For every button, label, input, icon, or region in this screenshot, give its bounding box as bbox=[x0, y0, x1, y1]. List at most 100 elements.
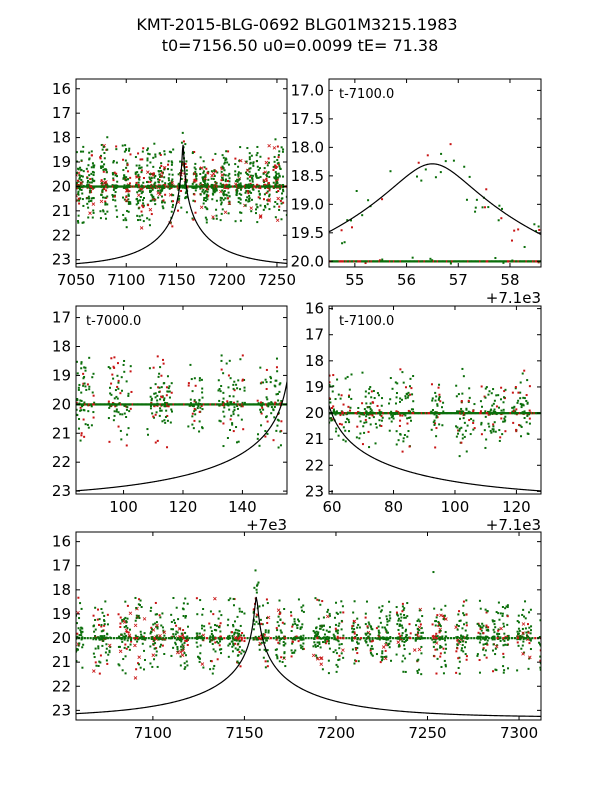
data-point bbox=[409, 410, 412, 413]
baseline-point bbox=[158, 185, 161, 188]
data-point bbox=[468, 419, 471, 422]
data-point bbox=[80, 434, 83, 437]
data-point bbox=[332, 405, 335, 408]
data-point bbox=[206, 188, 209, 191]
baseline-point bbox=[102, 185, 105, 188]
data-point bbox=[172, 633, 175, 636]
data-point bbox=[266, 432, 269, 435]
baseline-point bbox=[180, 403, 183, 406]
data-point bbox=[111, 172, 114, 175]
data-point bbox=[100, 630, 103, 633]
data-point bbox=[87, 200, 90, 203]
data-point bbox=[336, 632, 339, 635]
data-point bbox=[211, 192, 214, 195]
baseline-point bbox=[150, 185, 153, 188]
data-point bbox=[154, 174, 157, 177]
baseline-point bbox=[423, 260, 426, 263]
data-point bbox=[181, 638, 184, 641]
data-point bbox=[366, 406, 369, 409]
baseline-point bbox=[506, 412, 510, 415]
baseline-point bbox=[508, 637, 511, 640]
baseline-point bbox=[171, 403, 174, 406]
baseline-point bbox=[464, 260, 467, 263]
data-point bbox=[172, 203, 175, 206]
data-point bbox=[236, 632, 239, 635]
data-point bbox=[316, 641, 319, 644]
data-point bbox=[402, 654, 405, 657]
data-point bbox=[505, 605, 508, 608]
data-point bbox=[76, 171, 79, 174]
data-point bbox=[487, 629, 490, 632]
data-point bbox=[371, 654, 374, 657]
data-point bbox=[178, 195, 181, 198]
data-point bbox=[484, 387, 487, 390]
data-point bbox=[341, 242, 344, 245]
data-point bbox=[381, 658, 384, 661]
data-point bbox=[277, 163, 280, 166]
baseline-point bbox=[276, 403, 279, 406]
data-point bbox=[210, 186, 213, 189]
data-point bbox=[539, 662, 541, 665]
data-point bbox=[104, 212, 107, 215]
data-point bbox=[331, 390, 334, 393]
data-point bbox=[227, 191, 230, 194]
data-point bbox=[256, 145, 259, 148]
data-point bbox=[76, 401, 78, 404]
baseline-point bbox=[346, 260, 349, 263]
data-point bbox=[318, 627, 321, 630]
data-point bbox=[410, 387, 413, 390]
data-point bbox=[398, 644, 401, 647]
baseline-point bbox=[513, 412, 516, 415]
baseline-point bbox=[202, 403, 206, 406]
data-point bbox=[162, 207, 165, 210]
data-point bbox=[408, 623, 411, 626]
data-point bbox=[206, 190, 209, 193]
data-point bbox=[405, 639, 408, 642]
data-point bbox=[275, 176, 278, 179]
data-point bbox=[107, 653, 110, 656]
data-point bbox=[516, 620, 519, 623]
data-point bbox=[399, 635, 402, 638]
data-point bbox=[317, 635, 320, 638]
data-point bbox=[378, 617, 381, 620]
data-point bbox=[256, 159, 259, 162]
data-point bbox=[227, 637, 230, 640]
data-point bbox=[168, 396, 171, 399]
data-point bbox=[99, 157, 102, 160]
baseline-point bbox=[281, 637, 284, 640]
data-point bbox=[201, 613, 204, 616]
data-point bbox=[126, 604, 129, 607]
data-point bbox=[539, 655, 541, 658]
data-point bbox=[217, 379, 220, 382]
data-point bbox=[142, 220, 145, 223]
data-point bbox=[262, 635, 265, 638]
baseline-point bbox=[214, 637, 217, 640]
data-point bbox=[123, 186, 126, 189]
data-point bbox=[482, 648, 485, 651]
baseline-point bbox=[256, 403, 260, 406]
data-point bbox=[141, 642, 144, 645]
baseline-point bbox=[167, 185, 170, 188]
data-point bbox=[368, 417, 371, 420]
data-point bbox=[153, 658, 156, 661]
data-point bbox=[391, 387, 394, 390]
baseline-point bbox=[457, 412, 461, 415]
baseline-point bbox=[271, 403, 274, 406]
data-point bbox=[115, 404, 118, 407]
data-point bbox=[335, 670, 338, 673]
data-point bbox=[340, 619, 343, 622]
data-point bbox=[99, 165, 102, 168]
data-point bbox=[191, 415, 194, 418]
baseline-point bbox=[322, 637, 325, 640]
baseline-point bbox=[208, 403, 211, 406]
data-point bbox=[388, 417, 391, 420]
data-point bbox=[277, 156, 280, 159]
baseline-point bbox=[106, 185, 109, 188]
data-point bbox=[184, 597, 187, 600]
baseline-point bbox=[499, 637, 502, 640]
data-point bbox=[103, 619, 106, 622]
data-point bbox=[465, 658, 468, 661]
data-point bbox=[220, 173, 224, 177]
baseline-point bbox=[346, 412, 349, 415]
data-point bbox=[365, 402, 368, 405]
